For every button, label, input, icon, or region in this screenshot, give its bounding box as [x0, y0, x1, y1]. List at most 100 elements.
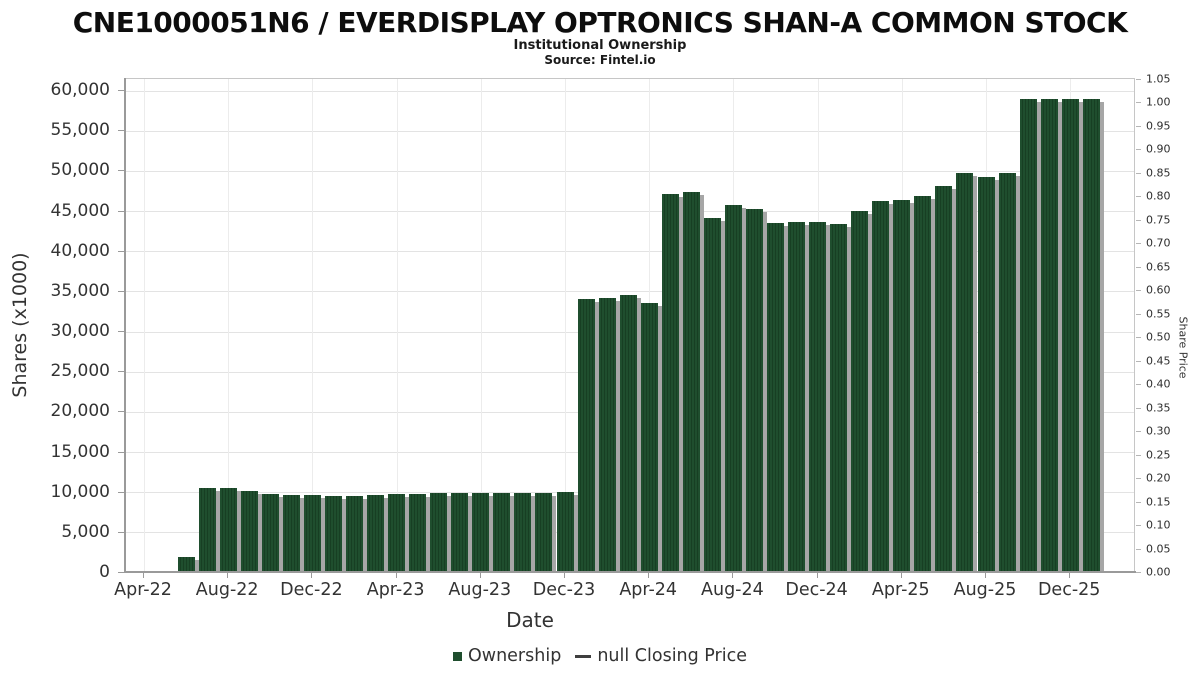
- y-tick-mark-left: [118, 572, 124, 573]
- bar-Jun-24[interactable]: [682, 192, 700, 571]
- bar-Feb-25[interactable]: [851, 211, 869, 571]
- y-tick-label-right: 0.10: [1146, 518, 1171, 532]
- y-tick-mark-left: [118, 210, 124, 212]
- bar-May-23[interactable]: [409, 494, 427, 571]
- legend-item-ownership[interactable]: Ownership: [452, 646, 562, 666]
- bar-Oct-23[interactable]: [514, 493, 532, 571]
- gridline-h: [126, 251, 1134, 253]
- bar-Aug-23[interactable]: [472, 493, 490, 571]
- gridline-v: [480, 79, 482, 571]
- bar-Sep-23[interactable]: [493, 493, 511, 571]
- x-tick-label: Apr-23: [366, 580, 425, 600]
- y-tick-label-right: 0.25: [1146, 448, 1171, 461]
- closing-price-line-marker-icon: [575, 654, 592, 658]
- bar-Aug-24[interactable]: [724, 205, 742, 571]
- bar-Mar-23[interactable]: [367, 495, 385, 571]
- bar-Mar-25[interactable]: [872, 201, 890, 571]
- bar-Jan-24[interactable]: [577, 299, 595, 571]
- bar-May-25[interactable]: [914, 196, 932, 571]
- y-tick-label-right: 0.95: [1146, 119, 1171, 132]
- bar-Nov-22[interactable]: [282, 495, 300, 571]
- y-tick-label-left: 10,000: [50, 481, 110, 502]
- bar-Sep-25[interactable]: [998, 173, 1016, 571]
- bar-Aug-22[interactable]: [219, 488, 237, 571]
- bar-Dec-24[interactable]: [809, 222, 827, 571]
- y-tick-mark-right: [1136, 219, 1141, 221]
- bar-Nov-25[interactable]: [1040, 99, 1058, 571]
- y-tick-mark-left: [118, 371, 124, 373]
- gridline-h: [126, 170, 1134, 172]
- gridline-v: [144, 79, 145, 571]
- bar-Oct-24[interactable]: [767, 223, 784, 571]
- bar-Sep-24[interactable]: [745, 209, 763, 571]
- bar-Sep-22[interactable]: [240, 491, 258, 571]
- y-tick-mark-left: [118, 250, 124, 252]
- bar-Dec-23[interactable]: [556, 492, 574, 571]
- legend-item-closing-price[interactable]: null Closing Price: [575, 646, 747, 666]
- bar-Nov-24[interactable]: [788, 222, 806, 571]
- bar-Oct-22[interactable]: [261, 494, 279, 571]
- gridline-h: [126, 211, 1134, 212]
- gridline-v: [228, 79, 230, 571]
- x-tick-mark: [816, 573, 818, 578]
- y-tick-mark-right: [1136, 431, 1141, 432]
- y-tick-label-left: 45,000: [50, 200, 110, 221]
- y-tick-mark-right: [1136, 478, 1141, 479]
- bar-Jun-23[interactable]: [430, 493, 448, 571]
- bar-May-24[interactable]: [661, 194, 679, 571]
- y-tick-label-right: 1.00: [1146, 95, 1171, 109]
- y-tick-label-right: 0.15: [1146, 495, 1171, 508]
- x-tick-label: Dec-22: [280, 580, 343, 600]
- x-tick-label: Apr-22: [114, 580, 172, 600]
- gridline-h: [126, 90, 1134, 92]
- y-tick-mark-left: [118, 411, 124, 413]
- bar-Jan-23[interactable]: [324, 496, 342, 571]
- bar-Apr-24[interactable]: [640, 303, 658, 571]
- y-tick-label-right: 0.45: [1146, 354, 1171, 367]
- bar-Dec-22[interactable]: [303, 495, 321, 571]
- y-tick-label-right: 0.20: [1146, 471, 1171, 485]
- y-axis-title-right: Share Price: [1176, 316, 1190, 379]
- bar-Jul-22[interactable]: [198, 488, 216, 571]
- y-tick-label-right: 0.00: [1146, 565, 1171, 579]
- y-tick-mark-left: [118, 491, 124, 493]
- bar-Jan-25[interactable]: [830, 224, 848, 571]
- y-tick-mark-right: [1136, 78, 1141, 80]
- x-tick-mark: [648, 573, 650, 578]
- bar-Jul-24[interactable]: [703, 218, 721, 571]
- x-tick-mark: [732, 573, 734, 578]
- bar-Jan-26[interactable]: [1082, 99, 1100, 571]
- bar-Apr-23[interactable]: [388, 494, 406, 571]
- bar-Aug-25[interactable]: [977, 177, 995, 571]
- bar-Dec-25[interactable]: [1061, 99, 1079, 571]
- x-tick-mark: [227, 573, 229, 578]
- bar-Feb-23[interactable]: [346, 496, 363, 571]
- y-tick-mark-left: [118, 531, 124, 533]
- y-tick-label-left: 40,000: [50, 240, 110, 261]
- bar-Oct-25[interactable]: [1019, 99, 1037, 571]
- y-tick-label-left: 60,000: [50, 80, 110, 100]
- y-tick-label-left: 30,000: [50, 321, 110, 341]
- bar-Mar-24[interactable]: [619, 295, 637, 571]
- x-tick-label: Aug-22: [195, 580, 259, 600]
- gridline-h: [126, 291, 1134, 293]
- bar-Apr-25[interactable]: [893, 200, 911, 571]
- bar-Jun-25[interactable]: [935, 186, 953, 571]
- x-tick-label: Aug-23: [448, 580, 512, 600]
- y-tick-label-right: 0.90: [1146, 142, 1171, 156]
- bar-Feb-24[interactable]: [598, 298, 616, 571]
- y-tick-mark-right: [1136, 407, 1141, 409]
- y-tick-mark-left: [118, 170, 124, 172]
- y-tick-mark-right: [1136, 102, 1141, 103]
- legend-label-ownership: Ownership: [467, 646, 562, 666]
- bar-Jun-22[interactable]: [177, 557, 195, 571]
- y-tick-label-left: 0: [99, 562, 110, 582]
- legend-label-closing-price: null Closing Price: [597, 646, 748, 666]
- bar-Jul-23[interactable]: [451, 493, 469, 571]
- bar-Jul-25[interactable]: [956, 173, 974, 571]
- bar-Nov-23[interactable]: [535, 493, 553, 571]
- chart-subtitle: Institutional Ownership: [513, 38, 687, 53]
- x-tick-mark: [900, 573, 902, 578]
- x-tick-mark: [564, 573, 565, 578]
- ownership-square-marker-icon: [452, 651, 462, 661]
